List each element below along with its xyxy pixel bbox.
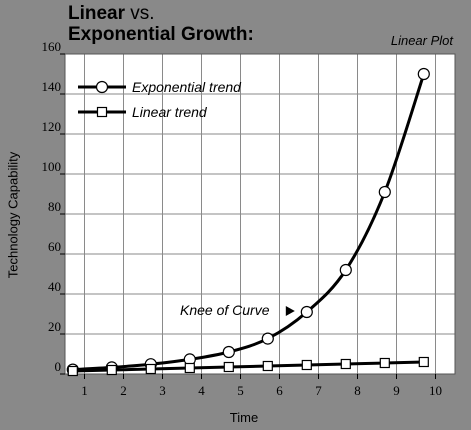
y-tick-label: 120 bbox=[42, 119, 62, 134]
x-tick-label: 2 bbox=[120, 383, 127, 398]
data-point-0 bbox=[261, 332, 274, 345]
data-point-1 bbox=[145, 363, 156, 375]
y-tick-label: 140 bbox=[42, 79, 62, 94]
legend-label-1: Linear trend bbox=[132, 104, 208, 120]
data-point-1 bbox=[340, 358, 351, 370]
x-axis-label: Time bbox=[229, 410, 259, 425]
y-tick-label: 80 bbox=[48, 199, 61, 214]
data-point-0 bbox=[222, 345, 235, 359]
data-point-1 bbox=[301, 359, 312, 371]
annotation-label-0: Knee of Curve bbox=[180, 302, 270, 318]
y-tick-label: 20 bbox=[48, 319, 61, 334]
y-tick-label: 60 bbox=[48, 239, 61, 254]
legend-marker-0 bbox=[95, 80, 109, 94]
y-tick-label: 100 bbox=[42, 159, 62, 174]
x-tick-label: 8 bbox=[354, 383, 361, 398]
data-point-0 bbox=[417, 67, 430, 81]
x-tick-label: 7 bbox=[315, 383, 322, 398]
data-point-1 bbox=[106, 364, 117, 376]
chart-title-line2: Exponential Growth: bbox=[68, 24, 254, 45]
x-tick-label: 1 bbox=[81, 383, 88, 398]
annotation-arrow-head bbox=[285, 306, 295, 316]
data-point-1 bbox=[184, 362, 195, 374]
plot-area: 1 2 3 4 5 6 7 8 9 10020406080100120140160Exponent… bbox=[42, 39, 456, 398]
x-tick-label: 9 bbox=[393, 383, 400, 398]
data-point-1 bbox=[67, 365, 78, 377]
y-tick-label: 40 bbox=[48, 279, 61, 294]
x-tick-label: 10 bbox=[429, 383, 442, 398]
legend-marker-1 bbox=[96, 106, 108, 118]
x-tick-label: 6 bbox=[276, 383, 283, 398]
data-point-1 bbox=[223, 361, 234, 373]
data-point-1 bbox=[379, 357, 390, 369]
y-tick-label: 160 bbox=[42, 39, 62, 54]
x-tick-label: 5 bbox=[237, 383, 244, 398]
x-tick-label: 4 bbox=[198, 383, 205, 398]
y-tick-label: 0 bbox=[55, 359, 62, 374]
legend-label-0: Exponential trend bbox=[132, 79, 242, 95]
data-point-0 bbox=[300, 305, 313, 319]
chart-title-line1: Linear vs. bbox=[68, 3, 155, 25]
data-point-0 bbox=[339, 263, 352, 277]
data-point-1 bbox=[418, 356, 429, 368]
data-point-1 bbox=[262, 360, 273, 372]
title-linear-word: Linear bbox=[68, 3, 126, 24]
x-tick-label: 3 bbox=[159, 383, 166, 398]
series-line-1 bbox=[72, 360, 424, 373]
data-point-0 bbox=[378, 185, 391, 199]
plot-type-note: Linear Plot bbox=[390, 33, 453, 48]
title-vs-word: vs. bbox=[125, 3, 155, 24]
